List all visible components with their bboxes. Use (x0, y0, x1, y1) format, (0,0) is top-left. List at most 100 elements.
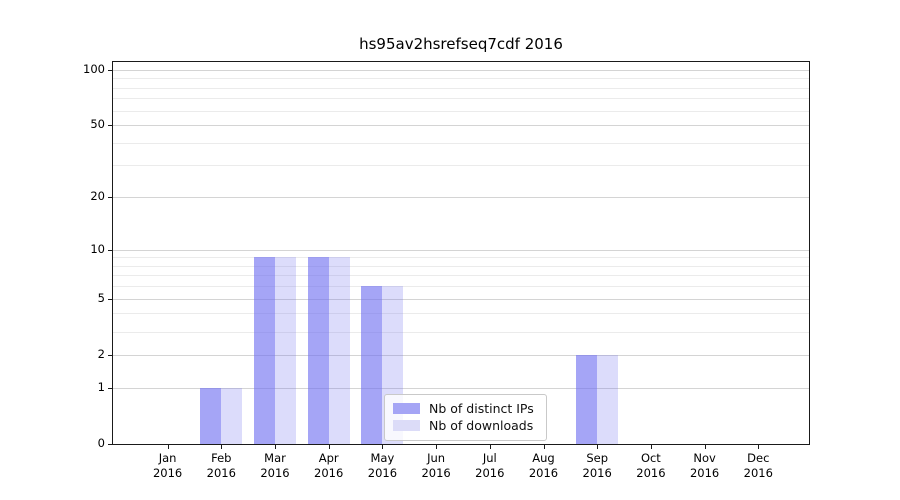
minor-gridline (113, 331, 809, 333)
bar-distinct-ips (254, 257, 275, 444)
x-tick-month: Apr (318, 451, 339, 465)
x-tick-month: May (370, 451, 395, 465)
y-tick-label: 20 (90, 189, 105, 204)
minor-gridline (113, 265, 809, 267)
minor-gridline (113, 165, 809, 167)
x-tick-year: 2016 (743, 466, 773, 480)
right-spine (809, 62, 810, 445)
plot-area (113, 62, 809, 444)
x-tick-mark (275, 444, 276, 449)
legend-label-distinct-ips: Nb of distinct IPs (429, 401, 534, 416)
x-tick-month: Feb (211, 451, 232, 465)
x-tick-label: Dec 2016 (726, 451, 790, 481)
x-tick-label: Mar 2016 (243, 451, 307, 481)
x-tick-label: Jul 2016 (458, 451, 522, 481)
x-tick-mark (543, 444, 545, 449)
x-tick-mark (328, 444, 330, 449)
x-tick-month: Dec (747, 451, 770, 465)
legend-swatch-distinct-ips (393, 403, 420, 414)
bar-downloads (221, 387, 243, 444)
x-tick-label: Nov 2016 (673, 451, 737, 481)
x-tick-label: Aug 2016 (512, 451, 576, 481)
minor-gridline (113, 78, 809, 80)
x-tick-year: 2016 (528, 466, 559, 480)
x-tick-mark (704, 444, 706, 449)
y-tick-mark (108, 69, 113, 71)
x-tick-mark (382, 444, 384, 449)
x-tick-year: 2016 (367, 466, 398, 480)
x-tick-label: Jun 2016 (404, 451, 468, 481)
x-tick-year: 2016 (152, 466, 183, 480)
x-tick-mark (650, 444, 652, 449)
x-tick-month: Jun (427, 451, 446, 465)
minor-gridline (113, 87, 809, 89)
minor-gridline (113, 98, 809, 100)
y-tick-label: 1 (97, 379, 105, 394)
x-tick-label: Oct 2016 (619, 451, 683, 481)
x-tick-month: Jan (158, 451, 177, 465)
x-tick-month: Aug (532, 451, 555, 465)
top-spine (112, 61, 810, 62)
x-tick-label: Jan 2016 (136, 451, 200, 481)
x-tick-year: 2016 (421, 466, 451, 480)
x-tick-label: May 2016 (350, 451, 414, 481)
y-tick-mark (108, 249, 113, 251)
y-tick-label: 10 (90, 241, 105, 256)
bar-distinct-ips (576, 354, 598, 444)
x-tick-year: 2016 (314, 466, 344, 480)
x-tick-year: 2016 (260, 466, 290, 480)
y-tick-mark (108, 125, 113, 127)
y-tick-label: 0 (97, 436, 105, 450)
x-tick-mark (758, 444, 760, 449)
minor-gridline (113, 110, 809, 112)
x-tick-mark (167, 444, 169, 449)
y-tick-label: 5 (97, 290, 105, 305)
minor-gridline (113, 286, 809, 288)
x-tick-label: Feb 2016 (189, 451, 253, 481)
y-tick-label: 100 (83, 61, 105, 76)
x-tick-month: Jul (482, 451, 497, 465)
legend-label-downloads: Nb of downloads (429, 418, 534, 433)
x-tick-month: Nov (693, 451, 716, 465)
bar-downloads (275, 257, 296, 444)
major-gridline (113, 387, 809, 389)
x-tick-month: Sep (586, 451, 609, 465)
bar-downloads (597, 354, 619, 444)
y-tick-mark (108, 298, 113, 300)
x-tick-month: Mar (264, 451, 286, 465)
x-tick-mark (489, 444, 491, 449)
x-tick-label: Apr 2016 (297, 451, 361, 481)
legend: Nb of distinct IPs Nb of downloads (384, 394, 547, 441)
chart-title: hs95av2hsrefseq7cdf 2016 (359, 35, 563, 53)
y-tick-label: 50 (90, 117, 105, 132)
major-gridline (113, 69, 809, 71)
minor-gridline (113, 257, 809, 259)
bar-distinct-ips (200, 387, 222, 444)
x-tick-mark (221, 444, 223, 449)
legend-entry-distinct-ips: Nb of distinct IPs (393, 400, 538, 417)
y-tick-mark (108, 197, 113, 199)
major-gridline (113, 125, 809, 127)
y-tick-mark (108, 387, 113, 389)
bar-distinct-ips (307, 257, 329, 444)
x-tick-year: 2016 (689, 466, 720, 480)
y-axis-spine (112, 62, 113, 445)
x-tick-mark (597, 444, 599, 449)
x-tick-year: 2016 (582, 466, 612, 480)
minor-gridline (113, 142, 809, 144)
x-tick-mark (436, 444, 438, 449)
major-gridline (113, 354, 809, 356)
x-axis-spine (112, 444, 810, 445)
legend-swatch-downloads (393, 420, 420, 431)
major-gridline (113, 298, 809, 300)
x-tick-label: Sep 2016 (565, 451, 629, 481)
y-tick-mark (108, 354, 113, 356)
major-gridline (113, 249, 809, 251)
x-tick-year: 2016 (636, 466, 666, 480)
bar-distinct-ips (361, 286, 383, 444)
y-tick-label: 2 (97, 346, 105, 361)
minor-gridline (113, 275, 809, 277)
y-tick-mark (108, 444, 113, 445)
x-tick-year: 2016 (475, 466, 505, 480)
